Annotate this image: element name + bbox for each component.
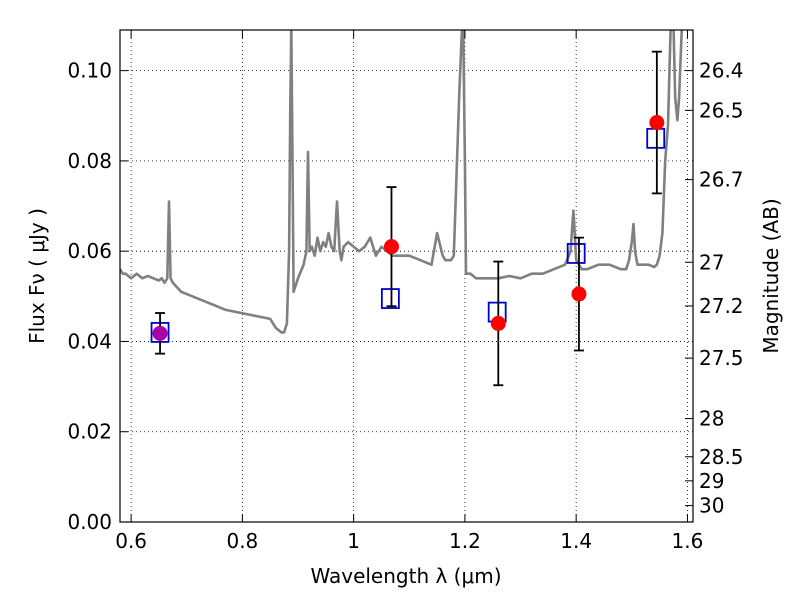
x-tick-label: 1.4: [560, 529, 592, 553]
x-tick-label: 0.8: [226, 529, 258, 553]
plot-background: [120, 30, 693, 522]
plot-clip-group: [120, 30, 684, 387]
y2-tick-label: 28: [699, 407, 724, 431]
y2-tick-label: 26.4: [699, 59, 744, 83]
model-flux-square: [566, 243, 586, 264]
observed-flux-point: [383, 239, 399, 255]
x-tick-label: 0.6: [115, 529, 147, 553]
observed-flux-point: [490, 315, 506, 331]
y-tick-label: 0.08: [67, 149, 112, 173]
y2-tick-label: 26.7: [699, 168, 744, 192]
x-tick-label: 1.2: [449, 529, 481, 553]
y2-axis-title: Magnitude (AB): [759, 198, 783, 353]
y2-tick-label: 30: [699, 494, 724, 518]
x-tick-label: 1.6: [672, 529, 704, 553]
ticks: 0.6 0.8 1 1.2 1.4 1.6 0.00 0.02 0.04 0.06 0.08 0.10…: [67, 30, 744, 553]
y-tick-label: 0.02: [67, 420, 112, 444]
observed-flux-point: [571, 286, 587, 302]
y-tick-label: 0.10: [67, 59, 112, 83]
observed-flux-point: [649, 115, 665, 131]
y-axis-title: Flux Fν ( μJy ): [25, 208, 49, 344]
y2-tick-label: 29: [699, 469, 724, 493]
plot-data: [120, 30, 684, 387]
spectrum-line: [120, 30, 684, 334]
observed-flux-point: [152, 325, 168, 341]
x-tick-label: 1: [347, 529, 360, 553]
plot-frame: [119, 29, 694, 523]
y2-tick-label: 28.5: [699, 445, 744, 469]
x-axis-title: Wavelength λ (μm): [310, 564, 501, 588]
y2-tick-label: 27.5: [699, 346, 744, 370]
y2-tick-label: 26.5: [699, 98, 744, 122]
y-tick-label: 0.06: [67, 239, 112, 263]
y-tick-label: 0.04: [67, 329, 112, 353]
y2-tick-label: 27: [699, 250, 724, 274]
model-flux-square: [380, 288, 400, 309]
y2-tick-label: 27.2: [699, 294, 744, 318]
y-tick-label: 0.00: [67, 510, 112, 534]
